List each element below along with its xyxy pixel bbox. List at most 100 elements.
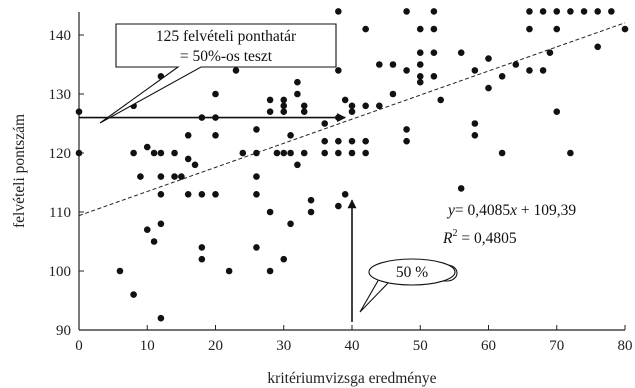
data-point	[539, 8, 547, 15]
data-point	[184, 191, 192, 198]
x-ticks: 0 10 20 30 40 50 60 70 80	[75, 325, 633, 354]
threshold-callout-box	[99, 23, 337, 124]
data-point	[130, 149, 137, 157]
data-point	[546, 49, 554, 56]
data-point	[403, 8, 410, 15]
data-point	[143, 143, 151, 151]
r-squared-var: R	[442, 230, 453, 247]
data-point	[253, 244, 260, 251]
data-point	[430, 73, 438, 80]
data-point	[437, 96, 445, 104]
data-point	[253, 173, 260, 180]
data-point	[75, 108, 83, 115]
data-point	[157, 314, 165, 322]
data-point	[280, 149, 288, 157]
equation-line: y= 0,4085x + 109,39	[446, 202, 576, 219]
x-tick-label: 80	[618, 338, 633, 354]
data-point	[335, 202, 342, 210]
equation-x-var: x	[509, 202, 517, 219]
x-tick-label: 30	[276, 338, 291, 354]
data-point	[300, 108, 308, 115]
data-point	[280, 96, 288, 104]
data-point	[526, 8, 533, 15]
equation-slope: = 0,4085	[455, 202, 510, 219]
data-point	[498, 149, 506, 157]
data-point	[335, 67, 342, 74]
data-point	[171, 173, 178, 180]
data-point	[130, 291, 137, 298]
data-point	[335, 149, 342, 157]
x-tick-label: 60	[481, 338, 496, 354]
data-point	[403, 67, 410, 74]
data-point	[307, 208, 315, 216]
data-point	[212, 132, 219, 139]
data-point	[362, 137, 369, 145]
data-point	[321, 137, 329, 145]
data-point	[143, 226, 151, 233]
threshold-callout-line-2: = 50%-os teszt	[180, 48, 273, 65]
data-point	[300, 102, 308, 110]
data-point	[389, 61, 397, 68]
data-point	[416, 49, 424, 56]
y-tick-label: 110	[49, 205, 71, 221]
data-point	[539, 67, 547, 74]
data-point	[376, 102, 383, 110]
data-point	[403, 137, 410, 145]
equation-intercept: + 109,39	[517, 202, 576, 219]
data-point	[389, 90, 397, 98]
data-point	[321, 120, 329, 127]
data-point	[294, 78, 301, 86]
y-axis-title: felvételi pontszám	[11, 114, 28, 228]
equation-y-var: y	[446, 202, 455, 219]
data-point	[300, 149, 308, 157]
data-point	[287, 132, 294, 139]
trendline	[78, 22, 626, 217]
data-point	[178, 173, 185, 180]
data-point	[253, 191, 260, 198]
data-point	[594, 43, 601, 51]
data-point	[348, 137, 356, 145]
data-point	[307, 196, 315, 204]
data-point	[416, 25, 424, 33]
data-point	[621, 25, 629, 33]
data-point	[294, 90, 301, 98]
y-tick-label: 130	[49, 87, 72, 103]
data-point	[184, 155, 192, 163]
data-point	[416, 78, 424, 86]
data-point	[280, 102, 288, 110]
data-point	[430, 25, 438, 33]
data-point	[341, 96, 349, 104]
data-point	[75, 149, 83, 157]
data-point	[294, 161, 301, 169]
data-point	[471, 67, 479, 74]
data-point	[348, 149, 356, 157]
data-point	[553, 25, 561, 33]
data-point	[348, 102, 356, 110]
data-point	[225, 267, 233, 275]
data-point	[321, 149, 329, 157]
data-point	[416, 73, 424, 80]
fifty-percent-callout: 50 %	[359, 258, 458, 313]
data-point	[212, 191, 219, 198]
data-point	[567, 149, 574, 157]
data-point	[553, 108, 561, 115]
data-point	[232, 67, 240, 74]
data-point	[485, 84, 492, 92]
x-tick-label: 50	[413, 338, 428, 354]
r-squared-exponent: 2	[452, 228, 457, 239]
x-tick-label: 10	[140, 338, 155, 354]
y-tick-label: 120	[49, 146, 72, 162]
x-tick-label: 0	[75, 338, 83, 354]
data-point	[157, 149, 165, 157]
data-point	[335, 137, 342, 145]
data-point	[239, 149, 247, 157]
data-point	[266, 208, 274, 216]
data-point	[150, 238, 158, 245]
data-point	[157, 220, 165, 228]
data-point	[526, 25, 533, 33]
data-point	[280, 255, 288, 263]
x-axis-title: kritériumvizsga eredménye	[267, 370, 436, 387]
y-tick-label: 140	[49, 28, 72, 44]
data-point	[512, 61, 520, 68]
r-squared-line: R2 = 0,4805	[442, 228, 517, 247]
